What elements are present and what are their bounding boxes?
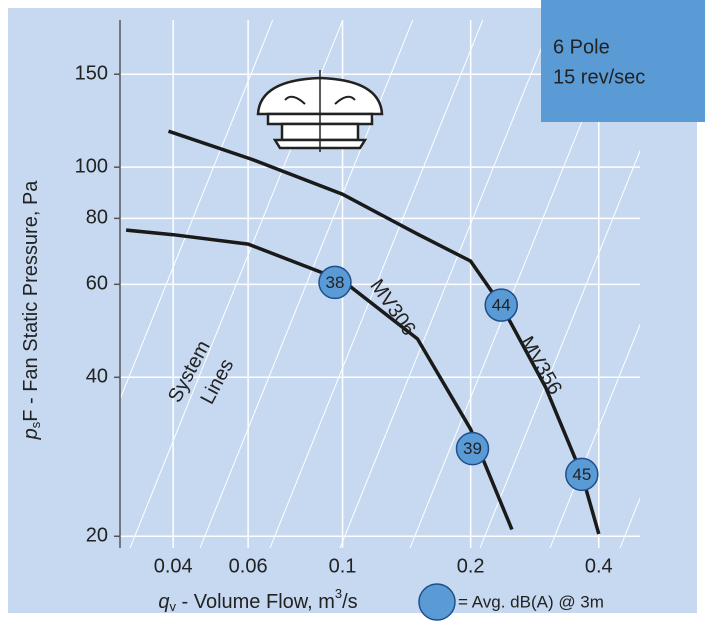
x-label-italic: q [158,591,169,613]
y-label-italic: p [20,428,42,440]
x-axis-label: qv - Volume Flow, m3/s [158,586,357,614]
info-box [541,0,705,122]
y-tick-label: 60 [86,273,108,295]
x-tick-label: 0.06 [229,555,268,577]
x-tick-label: 0.4 [585,555,613,577]
legend-text: = Avg. dB(A) @ 3m [458,592,604,611]
x-tick-label: 0.04 [154,555,193,577]
y-tick-label: 100 [75,155,108,177]
annotation: 6 Pole [553,36,610,58]
y-tick-label: 150 [75,62,108,84]
y-label-rest: F - Fan Static Pressure, Pa [20,180,42,422]
db-label: 44 [492,296,511,315]
db-label: 38 [326,273,345,292]
y-tick-label: 20 [86,525,108,547]
annotation: 15 rev/sec [553,66,645,88]
y-tick-label: 40 [86,366,108,388]
legend-marker [419,584,455,620]
db-label: 39 [463,439,482,458]
x-label-sup: 3 [335,586,342,601]
x-label-rest: - Volume Flow, m [176,591,335,613]
x-tick-label: 0.2 [457,555,485,577]
chart: 6 Pole 15 rev/sec System Lines psF - Fan… [0,0,705,621]
x-label-end: /s [342,591,358,613]
db-label: 45 [572,465,591,484]
y-tick-label: 80 [86,207,108,229]
y-axis-label: psF - Fan Static Pressure, Pa [20,180,43,441]
x-tick-label: 0.1 [329,555,357,577]
